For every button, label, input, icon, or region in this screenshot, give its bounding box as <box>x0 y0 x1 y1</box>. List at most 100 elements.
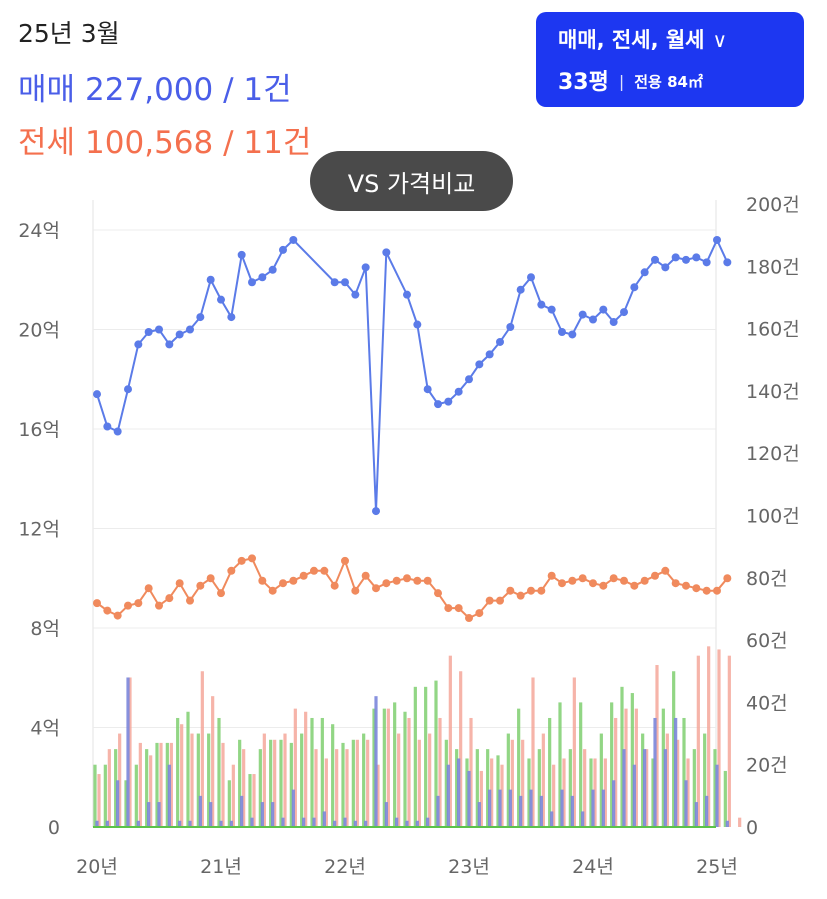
monthly-rent-count-bar <box>610 702 614 827</box>
monthly-rent-count-bar <box>362 733 366 827</box>
sale-count-bar <box>529 789 533 827</box>
sale-count-bar <box>281 817 285 827</box>
lease-count-bar <box>448 655 452 827</box>
monthly-rent-count-bar <box>320 717 324 827</box>
x-tick-label: 24년 <box>572 856 614 878</box>
sale-count-bar <box>570 795 574 827</box>
lease-point <box>186 596 194 605</box>
monthly-rent-count-bar <box>403 711 407 827</box>
sale-count-bar <box>353 820 357 827</box>
lease-label: 전세 <box>18 125 76 161</box>
sale-count-bar <box>188 820 192 827</box>
lease-count-bar <box>603 758 607 827</box>
monthly-rent-count-bar <box>176 717 180 827</box>
lease-count-bar <box>676 739 680 827</box>
sale-count-bar <box>302 817 306 827</box>
lease-point <box>351 586 360 595</box>
sale-count-bar <box>167 764 171 827</box>
monthly-rent-count-bar <box>238 739 242 827</box>
lease-point <box>682 581 690 590</box>
lease-count-bar <box>614 717 618 827</box>
lease-count-bar <box>118 733 122 827</box>
monthly-rent-count-bar <box>331 724 335 827</box>
sale-count-bar <box>694 802 698 827</box>
lease-count-bar <box>190 733 194 827</box>
lease-point <box>516 591 525 600</box>
sale-count-bar <box>591 789 595 827</box>
sale-point <box>620 308 628 317</box>
sale-point <box>206 275 215 284</box>
lease-count-bar <box>149 755 153 827</box>
y-right-tick-label: 40건 <box>746 692 788 714</box>
lease-point <box>496 596 504 605</box>
sale-count-bar <box>498 789 502 827</box>
lease-count-bar <box>262 733 266 827</box>
sale-count-bar <box>405 820 409 827</box>
lease-point <box>578 574 587 583</box>
lease-point <box>248 554 256 563</box>
lease-point <box>537 586 546 595</box>
monthly-rent-count-bar <box>434 680 438 827</box>
monthly-rent-count-bar <box>165 742 169 827</box>
sale-point <box>227 313 236 322</box>
lease-point <box>227 566 236 575</box>
sale-count-bar <box>291 789 295 827</box>
sale-point <box>237 250 246 259</box>
sale-point <box>589 315 597 324</box>
sale-point <box>692 253 701 262</box>
monthly-rent-count-bar <box>196 733 200 827</box>
lease-point <box>310 566 318 575</box>
lease-point <box>144 584 153 593</box>
monthly-rent-count-bar <box>641 733 645 827</box>
lease-point <box>341 556 349 565</box>
lease-count-bar <box>324 758 328 827</box>
lease-count-bar <box>211 696 215 827</box>
monthly-rent-count-bar <box>558 702 562 827</box>
sale-point <box>382 248 391 257</box>
sale-point <box>558 327 566 336</box>
lease-count-bar <box>500 764 504 827</box>
monthly-rent-count-bar <box>393 702 397 827</box>
sale-point <box>454 387 463 396</box>
sale-count-bar <box>126 677 130 827</box>
transaction-filter-button[interactable]: 매매, 전세, 월세 ∨ 33평 | 전용 84㎡ <box>536 12 804 107</box>
lease-count-bar <box>386 708 390 827</box>
sale-point <box>444 397 453 406</box>
x-tick-label: 22년 <box>324 856 366 878</box>
sale-point <box>496 337 504 346</box>
lease-point <box>723 574 732 583</box>
y-right-tick-label: 140건 <box>746 381 800 403</box>
lease-point <box>485 596 494 605</box>
compare-price-button[interactable]: VS 가격비교 <box>310 151 513 211</box>
lease-count-bar <box>345 749 349 827</box>
chevron-down-icon: ∨ <box>712 28 728 52</box>
lease-count-bar <box>97 774 101 827</box>
sale-point <box>599 305 608 314</box>
sale-point <box>175 330 184 339</box>
x-tick-label: 20년 <box>76 856 118 878</box>
lease-point <box>124 601 132 610</box>
lease-point <box>103 606 112 615</box>
filter-size-label: 33평 <box>558 70 609 95</box>
monthly-rent-count-bar <box>186 711 190 827</box>
lease-point <box>692 584 701 593</box>
monthly-rent-count-bar <box>455 749 459 827</box>
lease-point <box>651 571 659 580</box>
lease-point <box>475 609 484 618</box>
sale-count-bar <box>653 717 657 827</box>
lease-count-bar <box>572 677 576 827</box>
sale-point <box>258 273 267 282</box>
sale-point <box>516 285 525 294</box>
lease-point <box>599 581 608 590</box>
monthly-rent-count-bar <box>248 774 252 827</box>
sale-count-bar <box>560 789 564 827</box>
lease-point <box>640 576 649 585</box>
x-tick-label: 23년 <box>448 856 490 878</box>
lease-count-bar <box>479 770 483 827</box>
lease-count-bar <box>541 733 545 827</box>
sale-count-bar <box>612 780 616 827</box>
sale-point <box>144 327 153 336</box>
lease-point <box>320 566 329 575</box>
sale-point <box>372 507 380 516</box>
